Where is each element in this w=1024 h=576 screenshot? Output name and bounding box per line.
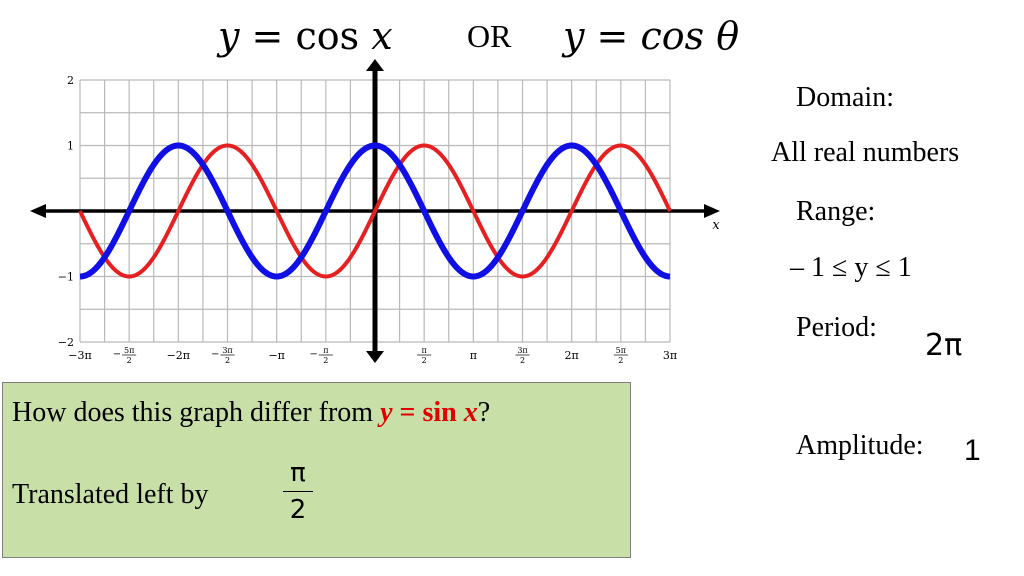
x-tick-numerator: 3π (517, 346, 527, 355)
eq-y: y (218, 14, 240, 58)
x-tick-denominator: 2 (618, 356, 623, 365)
series-cos-curve (77, 142, 673, 280)
period-label: Period: (796, 312, 877, 343)
domain-value: All real numbers (771, 137, 960, 168)
chart-series (77, 142, 673, 280)
question-suffix: ? (477, 397, 491, 428)
y-tick-label: 1 (67, 140, 74, 153)
range-label: Range: (796, 196, 876, 227)
x-tick-text: 3π (663, 349, 677, 362)
x-tick-label: −3π (68, 349, 91, 362)
title-or: OR (467, 18, 512, 54)
y-tick-label: 2 (67, 74, 74, 87)
question-eq-mid: = sin (392, 397, 464, 428)
x-tick-label: 5π2 (613, 346, 628, 365)
range-value: – 1 ≤ y ≤ 1 (790, 252, 912, 283)
x-tick-label: − π2 (309, 346, 333, 365)
x-tick-denominator: 2 (323, 356, 328, 365)
x-tick-label: π (470, 349, 477, 362)
x-tick-numerator: π (323, 346, 328, 355)
y-tick-label: −2 (58, 336, 74, 349)
x-tick-label: −2π (167, 349, 190, 362)
x-tick-numerator: 5π (124, 346, 134, 355)
x-axis-arrow-right (704, 204, 720, 218)
y-tick-label: −1 (58, 271, 74, 284)
title-equation-cos-theta: y = cos θ (563, 14, 740, 58)
x-tick-denominator: 2 (520, 356, 525, 365)
x-tick-label: 3π (663, 349, 677, 362)
x-tick-denominator: 2 (225, 356, 230, 365)
x-tick-text: −2π (167, 349, 190, 362)
answer-fraction: π 2 (283, 457, 313, 526)
y-axis-arrow-down (366, 351, 384, 363)
question-box: How does this graph differ from y = sin … (2, 382, 631, 558)
x-tick-label: 3π2 (515, 346, 530, 365)
x-tick-label: −3π2 (211, 346, 235, 365)
x-tick-numerator: 3π (222, 346, 232, 355)
period-value: 2π (925, 328, 963, 363)
x-tick-denominator: 2 (422, 356, 427, 365)
question-eq-x: x (463, 397, 478, 428)
eq-cos: cos (295, 14, 360, 58)
domain-label: Domain: (796, 82, 894, 113)
x-tick-label: −5π2 (113, 346, 137, 365)
x-tick-sign: − (309, 349, 317, 360)
x-tick-label: 2π (565, 349, 579, 362)
series-sin-curve (78, 143, 672, 279)
x-tick-denominator: 2 (127, 356, 132, 365)
x-axis-arrow-left (30, 204, 46, 218)
eq-x: x (359, 14, 393, 58)
x-tick-text: −3π (68, 349, 91, 362)
x-tick-label: −π (268, 349, 284, 362)
x-tick-text: −π (268, 349, 284, 362)
x-tick-text: π (470, 349, 477, 362)
question-equation: y = sin x (380, 397, 478, 428)
answer-text: Translated left by (12, 479, 209, 510)
eq-equals: = (239, 14, 296, 58)
x-tick-text: 2π (565, 349, 579, 362)
fraction-numerator: π (290, 458, 306, 488)
x-tick-label: π2 (417, 346, 432, 365)
fraction-denominator: 2 (289, 495, 307, 525)
x-tick-numerator: π (422, 346, 427, 355)
question-prefix: How does this graph differ from (12, 397, 381, 428)
x-tick-sign: − (211, 349, 219, 360)
amplitude-value: 1 (964, 434, 981, 467)
x-tick-sign: − (113, 349, 121, 360)
title-equation-cos-x: y = cos x (218, 14, 393, 58)
fraction-bar (283, 491, 313, 492)
x-tick-numerator: 5π (616, 346, 626, 355)
question-text: How does this graph differ from y = sin … (12, 397, 490, 429)
question-eq-y: y (380, 397, 393, 428)
y-axis-arrow-up (366, 59, 384, 71)
amplitude-label: Amplitude: (796, 430, 924, 461)
x-axis-label: x (712, 218, 720, 233)
